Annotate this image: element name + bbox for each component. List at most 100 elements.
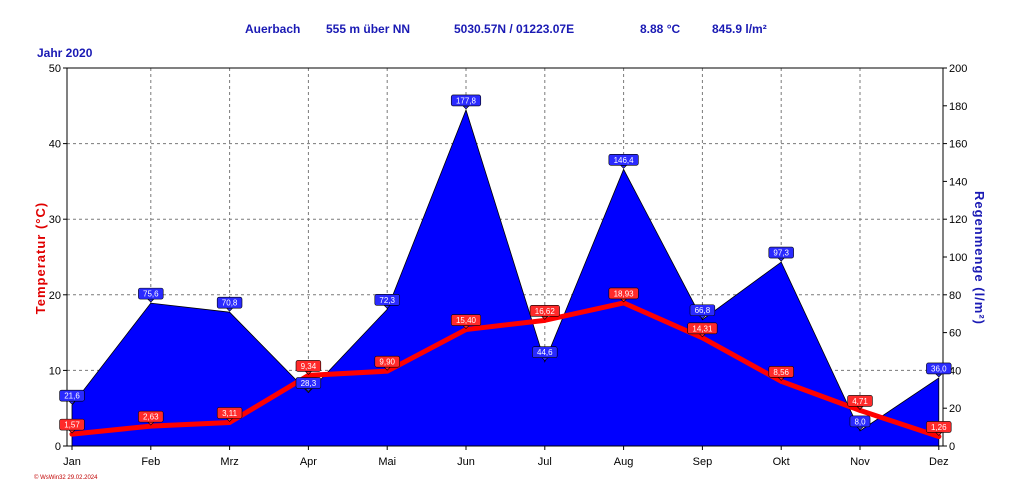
y2-tick-label: 120 bbox=[949, 214, 967, 226]
temperature-data-label-text: 15,40 bbox=[456, 316, 477, 325]
precipitation-data-label-box bbox=[926, 362, 952, 375]
precipitation-data-label: 70,8 bbox=[216, 296, 243, 312]
precipitation-data-label-box bbox=[374, 294, 400, 306]
precipitation-data-label: 72,3 bbox=[374, 294, 400, 309]
temperature-point bbox=[148, 423, 154, 429]
temperature-line bbox=[69, 300, 942, 439]
precipitation-data-label-text: 28,3 bbox=[301, 379, 317, 388]
precipitation-data-label: 28,3 bbox=[295, 377, 322, 392]
precipitation-data-label-pointer bbox=[147, 298, 155, 303]
temperature-data-label-text: 9,90 bbox=[379, 358, 395, 367]
temperature-point bbox=[621, 300, 627, 306]
x-tick-label: Apr bbox=[300, 456, 317, 468]
temperature-data-label-box bbox=[926, 421, 952, 433]
temperature-data-label: 1,57 bbox=[59, 418, 85, 434]
precipitation-data-label: 21,6 bbox=[59, 389, 85, 405]
temperature-data-label: 3,11 bbox=[216, 407, 243, 422]
precipitation-data-label: 8,0 bbox=[849, 415, 871, 431]
year-label: Jahr 2020 bbox=[37, 46, 93, 60]
temperature-point bbox=[778, 378, 784, 384]
y2-tick-label: 20 bbox=[949, 403, 961, 415]
y2-tick-label: 140 bbox=[949, 176, 967, 188]
temperature-data-label-box bbox=[847, 395, 873, 407]
y-tick-label: 0 bbox=[55, 441, 61, 453]
precipitation-area bbox=[71, 108, 940, 447]
y2-tick-label: 40 bbox=[949, 365, 961, 377]
x-tick-label: Jul bbox=[538, 456, 552, 468]
precipitation-data-label-pointer bbox=[777, 257, 785, 262]
x-tick-label: Mrz bbox=[220, 456, 238, 468]
precipitation-data-label-pointer bbox=[225, 307, 234, 312]
precipitation-data-label-box bbox=[532, 346, 558, 359]
temperature-data-label-box bbox=[687, 322, 718, 335]
station-coordinates: 5030.57N / 01223.07E bbox=[454, 22, 574, 36]
temperature-point bbox=[384, 368, 390, 374]
precipitation-data-label-pointer bbox=[935, 373, 943, 378]
precipitation-data-label: 44,6 bbox=[532, 346, 558, 362]
y2-tick-label: 60 bbox=[949, 328, 961, 340]
temperature-point bbox=[857, 407, 863, 413]
temperature-data-label-box bbox=[608, 287, 639, 300]
precipitation-data-label-text: 97,3 bbox=[773, 249, 789, 258]
y-tick-label: 40 bbox=[49, 139, 61, 151]
mean-temperature: 8.88 °C bbox=[640, 22, 680, 36]
total-precipitation: 845.9 l/m² bbox=[712, 22, 767, 36]
temperature-point bbox=[936, 433, 942, 439]
temperature-data-label: 18,93 bbox=[608, 287, 639, 303]
precipitation-data-label-text: 36,0 bbox=[931, 364, 947, 373]
precipitation-area-layer bbox=[71, 108, 940, 447]
y2-tick-label: 80 bbox=[949, 290, 961, 302]
precipitation-data-label-box bbox=[689, 304, 716, 317]
precipitation-data-label-text: 66,8 bbox=[695, 306, 711, 315]
x-tick-label: Aug bbox=[614, 456, 634, 468]
precipitation-data-label-box bbox=[450, 94, 482, 107]
y2-tick-label: 100 bbox=[949, 252, 967, 264]
temperature-data-label-box bbox=[529, 305, 560, 317]
precipitation-data-label-pointer bbox=[462, 105, 470, 110]
temperature-data-label: 9,34 bbox=[295, 360, 322, 375]
y-tick-label: 30 bbox=[49, 214, 61, 226]
precipitation-data-label-text: 8,0 bbox=[854, 417, 866, 426]
y2-tick-label: 160 bbox=[949, 139, 967, 151]
x-tick-label: Jun bbox=[457, 456, 475, 468]
temperature-data-label-text: 2,63 bbox=[143, 413, 159, 422]
precipitation-data-label-pointer bbox=[619, 165, 628, 169]
temperature-point bbox=[463, 327, 469, 333]
temperature-data-label-box bbox=[138, 410, 164, 423]
precipitation-data-label-box bbox=[295, 377, 322, 389]
x-tick-label: Dez bbox=[929, 456, 949, 468]
temperature-data-label: 14,31 bbox=[687, 322, 718, 338]
precipitation-data-label: 36,0 bbox=[926, 362, 952, 378]
x-tick-label: Feb bbox=[141, 456, 160, 468]
temperature-point bbox=[542, 317, 548, 323]
temperature-data-label-box bbox=[216, 407, 243, 419]
precipitation-data-label: 177,8 bbox=[450, 94, 482, 110]
temperature-data-label-box bbox=[450, 314, 482, 326]
station-elevation: 555 m über NN bbox=[326, 22, 410, 36]
temperature-line-layer bbox=[69, 300, 942, 439]
temperature-point bbox=[69, 431, 75, 437]
precipitation-data-label-box bbox=[216, 296, 243, 309]
station-name: Auerbach bbox=[245, 22, 300, 36]
temperature-data-label-text: 1,57 bbox=[64, 421, 80, 430]
temperature-point bbox=[227, 419, 233, 425]
temperature-data-label-text: 14,31 bbox=[692, 324, 713, 333]
precipitation-data-label: 75,6 bbox=[138, 287, 164, 303]
x-tick-label: Jan bbox=[63, 456, 81, 468]
precipitation-data-label-box bbox=[768, 246, 794, 259]
temperature-data-label-box bbox=[295, 360, 322, 372]
temperature-data-label-text: 8,56 bbox=[773, 368, 789, 377]
temperature-data-label-box bbox=[374, 355, 400, 368]
footer-copyright: © WsWin32 29.02.2024 bbox=[34, 474, 98, 481]
precipitation-data-label-text: 75,6 bbox=[143, 290, 159, 299]
tick-labels: 0 10 20 30 40 50 0 20 40 60 80 100 120 140 160 180 200 Ja… bbox=[49, 63, 968, 468]
temperature-data-label-text: 4,71 bbox=[852, 397, 868, 406]
temperature-data-label: 9,90 bbox=[374, 355, 400, 371]
precipitation-data-label-text: 70,8 bbox=[222, 299, 238, 308]
temperature-data-label-text: 3,11 bbox=[222, 409, 238, 418]
temperature-data-label-text: 1,26 bbox=[931, 423, 947, 432]
y-tick-label: 50 bbox=[49, 63, 61, 75]
temperature-data-label-text: 16,62 bbox=[535, 307, 556, 316]
y-axis-label-precipitation: Regenmenge (l/m²) bbox=[972, 191, 987, 325]
